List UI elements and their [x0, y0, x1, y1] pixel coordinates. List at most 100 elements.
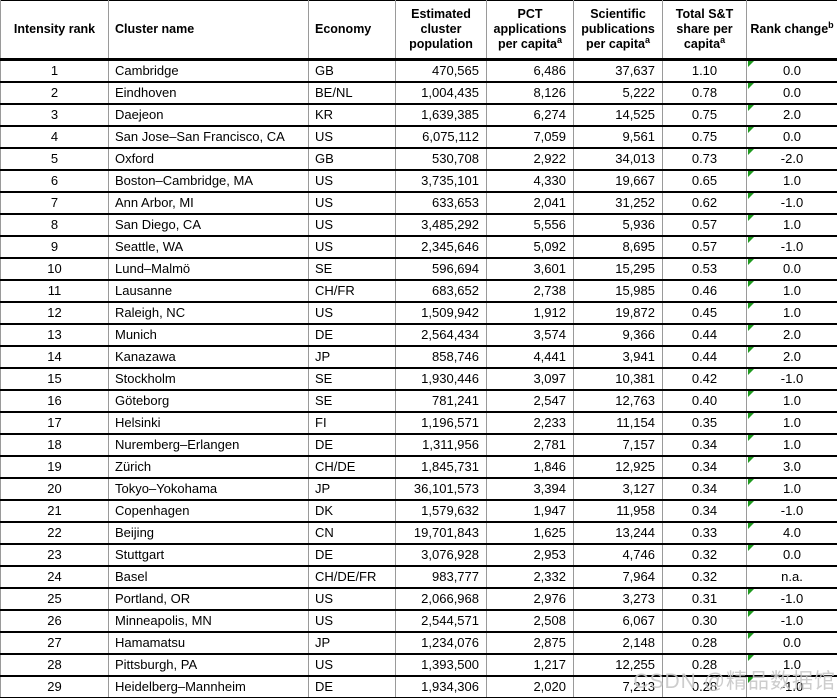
cell-value: 5,222 [622, 85, 655, 100]
cell-cluster-name: Portland, OR [108, 588, 309, 610]
cell-value: San Jose–San Francisco, CA [115, 129, 285, 144]
cell-rank-change: 1.0 [746, 170, 837, 192]
cell-value: 6 [50, 173, 59, 188]
cell-intensity-rank: 24 [0, 566, 109, 588]
cell-value: 0.0 [782, 261, 802, 276]
cell-st-share: 0.32 [662, 544, 747, 566]
cell-error-indicator-icon [748, 83, 754, 89]
cell-rank-change: 3.0 [746, 456, 837, 478]
cell-value: 983,777 [432, 569, 479, 584]
cell-cluster-name: Munich [108, 324, 309, 346]
cell-value: US [315, 657, 334, 672]
cell-value: 0.0 [782, 129, 802, 144]
column-header-st-share: Total S&T share per capitaa [662, 0, 747, 61]
cell-economy: BE/NL [308, 82, 396, 104]
cell-value: 1,846 [533, 459, 566, 474]
table-row: 8 San Diego, CA US 3,485,292 5,556 5,936 0.57 1… [0, 214, 837, 236]
cell-intensity-rank: 15 [0, 368, 109, 390]
cell-value: 0.75 [691, 107, 718, 122]
cell-value: 34,013 [615, 151, 655, 166]
cell-value: 1,947 [533, 503, 566, 518]
cell-rank-change: 1.0 [746, 654, 837, 676]
cell-st-share: 0.28 [662, 654, 747, 676]
cell-st-share: 0.34 [662, 478, 747, 500]
column-header-population: Estimated cluster population [395, 0, 487, 61]
cell-value: US [315, 129, 334, 144]
cell-value: 0.35 [691, 415, 718, 430]
cell-value: -1.0 [780, 371, 804, 386]
cell-intensity-rank: 5 [0, 148, 109, 170]
cell-value: 15,295 [615, 261, 655, 276]
cell-economy: CN [308, 522, 396, 544]
cell-intensity-rank: 2 [0, 82, 109, 104]
cell-value: 858,746 [432, 349, 479, 364]
cell-value: 0.73 [691, 151, 718, 166]
cell-value: DK [315, 503, 334, 518]
cell-st-share: 0.28 [662, 632, 747, 654]
cell-value: 16 [47, 393, 62, 408]
cell-rank-change: 2.0 [746, 346, 837, 368]
cell-pct-applications: 1,912 [486, 302, 574, 324]
cell-value: 21 [47, 503, 62, 518]
cell-value: US [315, 217, 334, 232]
cell-st-share: 0.44 [662, 324, 747, 346]
cell-scientific-publications: 12,255 [573, 654, 663, 676]
cell-value: GB [315, 63, 334, 78]
cell-intensity-rank: 21 [0, 500, 109, 522]
cell-value: 0.0 [782, 635, 802, 650]
cell-economy: GB [308, 148, 396, 170]
cell-value: 4,330 [533, 173, 566, 188]
cell-value: 3,485,292 [421, 217, 479, 232]
cell-rank-change: -1.0 [746, 676, 837, 698]
cell-value: 36,101,573 [413, 481, 479, 496]
cell-pct-applications: 2,738 [486, 280, 574, 302]
cell-error-indicator-icon [748, 633, 754, 639]
cell-value: 1,639,385 [421, 107, 479, 122]
cell-value: Stuttgart [115, 547, 165, 562]
cell-value: Lausanne [115, 283, 173, 298]
cell-value: -1.0 [780, 239, 804, 254]
cell-rank-change: 1.0 [746, 280, 837, 302]
cell-error-indicator-icon [748, 325, 754, 331]
header-label: share per [676, 22, 733, 36]
cell-economy: US [308, 302, 396, 324]
cell-value: 781,241 [432, 393, 479, 408]
table-row: 4 San Jose–San Francisco, CA US 6,075,112 7,… [0, 126, 837, 148]
cell-pct-applications: 2,332 [486, 566, 574, 588]
cell-value: 0.34 [691, 437, 718, 452]
cell-value: 22 [47, 525, 62, 540]
cell-economy: US [308, 192, 396, 214]
table-row: 9 Seattle, WA US 2,345,646 5,092 8,695 0.57 -1.… [0, 236, 837, 258]
cell-pct-applications: 7,059 [486, 126, 574, 148]
cell-cluster-name: Stockholm [108, 368, 309, 390]
cell-value: 9,366 [622, 327, 655, 342]
cell-economy: CH/DE [308, 456, 396, 478]
cell-value: 14 [47, 349, 62, 364]
cell-cluster-name: Eindhoven [108, 82, 309, 104]
header-label: PCT [517, 7, 543, 21]
cell-scientific-publications: 15,985 [573, 280, 663, 302]
cell-value: Oxford [115, 151, 155, 166]
table-row: 14 Kanazawa JP 858,746 4,441 3,941 0.44 2.0 [0, 346, 837, 368]
cell-value: 2,041 [533, 195, 566, 210]
cell-value: 0.57 [691, 217, 718, 232]
cell-economy: US [308, 126, 396, 148]
header-label: Cluster name [115, 22, 195, 36]
cell-value: 2,976 [533, 591, 566, 606]
cell-population: 36,101,573 [395, 478, 487, 500]
cell-rank-change: -1.0 [746, 500, 837, 522]
header-label: applications [493, 22, 567, 36]
cell-population: 858,746 [395, 346, 487, 368]
header-label: capita [683, 37, 721, 51]
cell-scientific-publications: 37,637 [573, 59, 663, 82]
header-row: Intensity rank Cluster name Economy Estimat… [0, 0, 837, 61]
cell-rank-change: -1.0 [746, 588, 837, 610]
cell-pct-applications: 2,976 [486, 588, 574, 610]
cell-value: 8,695 [622, 239, 655, 254]
cell-value: 1,311,956 [422, 437, 479, 452]
cell-error-indicator-icon [748, 171, 754, 177]
cell-value: Seattle, WA [115, 239, 184, 254]
cell-population: 6,075,112 [395, 126, 487, 148]
cell-population: 19,701,843 [395, 522, 487, 544]
cell-value: 1,217 [533, 657, 566, 672]
